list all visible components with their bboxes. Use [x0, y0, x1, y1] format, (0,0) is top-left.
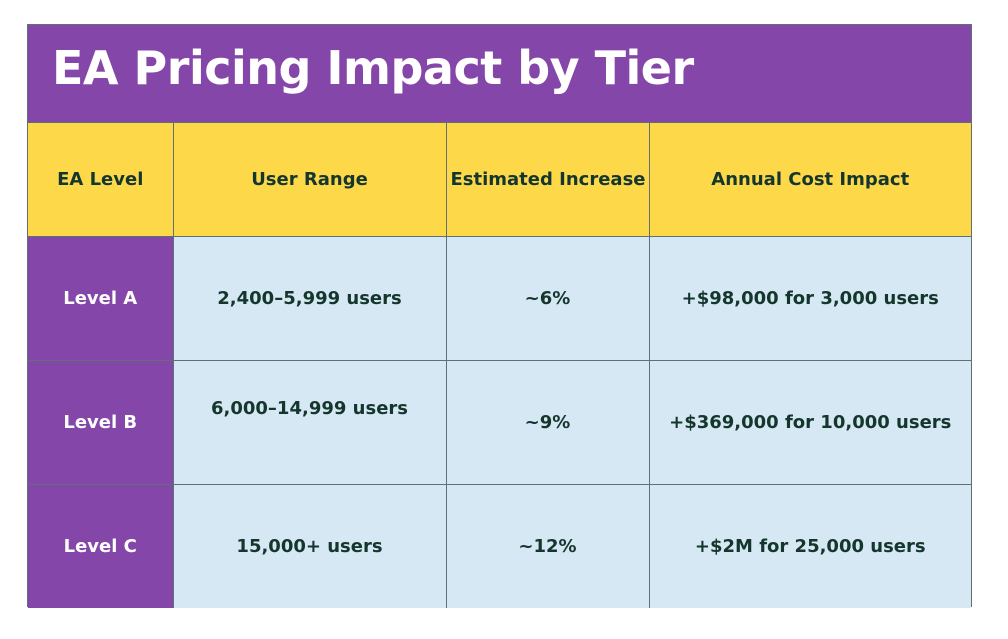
page-title: EA Pricing Impact by Tier	[52, 41, 694, 95]
pricing-table-card: EA Pricing Impact by Tier EA Level User …	[27, 24, 972, 608]
column-header-ea-level: EA Level	[28, 123, 174, 237]
column-header-annual-cost-impact: Annual Cost Impact	[648, 123, 971, 237]
table-row: Level A 2,400–5,999 users ~6% +$98,000 f…	[28, 235, 971, 361]
increase-cell: ~9%	[445, 359, 650, 485]
cost-impact-cell: +$98,000 for 3,000 users	[648, 235, 971, 361]
table-row: Level B 6,000–14,999 users ~9% +$369,000…	[28, 359, 971, 485]
column-header-estimated-increase: Estimated Increase	[445, 123, 650, 237]
user-range-text: 6,000–14,999 users	[211, 397, 408, 419]
cost-impact-cell: +$369,000 for 10,000 users	[648, 359, 971, 485]
cost-impact-cell: +$2M for 25,000 users	[648, 483, 971, 608]
table-header-row: EA Level User Range Estimated Increase A…	[28, 123, 971, 237]
user-range-cell: 2,400–5,999 users	[172, 235, 447, 361]
table-row: Level C 15,000+ users ~12% +$2M for 25,0…	[28, 483, 971, 608]
level-cell: Level A	[28, 235, 174, 361]
increase-cell: ~6%	[445, 235, 650, 361]
title-bar: EA Pricing Impact by Tier	[28, 25, 971, 123]
level-cell: Level C	[28, 483, 174, 608]
increase-cell: ~12%	[445, 483, 650, 608]
level-cell: Level B	[28, 359, 174, 485]
user-range-cell: 6,000–14,999 users	[172, 359, 447, 485]
user-range-cell: 15,000+ users	[172, 483, 447, 608]
pricing-table: EA Level User Range Estimated Increase A…	[28, 123, 971, 608]
column-header-user-range: User Range	[172, 123, 447, 237]
